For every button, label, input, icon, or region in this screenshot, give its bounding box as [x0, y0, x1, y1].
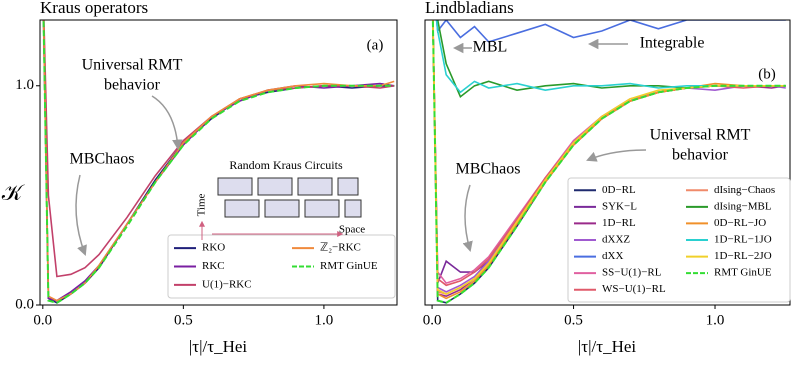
- x-tick-label: 0.0: [33, 312, 52, 328]
- panel-label: (b): [758, 66, 776, 82]
- legend-label: 0D−RL: [602, 184, 636, 196]
- annotation: MBChaos: [70, 151, 135, 168]
- inset-axis: Space: [339, 224, 365, 236]
- legend-label: dIsing−MBL: [714, 200, 772, 212]
- arrow: [75, 174, 87, 256]
- legend-label: ℤ₂−RKC: [320, 242, 361, 254]
- legend-label: SS−U(1)−RL: [602, 267, 662, 279]
- panel-title: Kraus operators: [40, 0, 148, 17]
- legend-label: WS−U(1)−RL: [602, 283, 666, 295]
- y-tick-label: 1.0: [15, 77, 34, 93]
- legend-label: RMT GinUE: [714, 267, 772, 279]
- arrow: [462, 184, 473, 253]
- inset: Random Kraus Circuits Time Space: [196, 158, 365, 240]
- panel-label: (a): [367, 37, 384, 53]
- legend-box: [567, 177, 791, 303]
- annotation: MBChaos: [456, 161, 521, 178]
- plot-area: [431, 20, 786, 304]
- inset-title: Random Kraus Circuits: [229, 158, 343, 172]
- legend-label: 1D−RL−1JO: [714, 234, 772, 246]
- x-tick-label: 1.0: [315, 312, 334, 328]
- legend-label: 1D−RL: [602, 217, 636, 229]
- series-line: [42, 20, 395, 302]
- axes-frame: [39, 19, 398, 306]
- legend-box: [167, 234, 396, 299]
- legend-label: dXXZ: [602, 234, 630, 246]
- legend-label: RKC: [202, 260, 225, 272]
- y-tick-label: 0.0: [15, 296, 34, 312]
- annotation: Integrable: [640, 35, 705, 52]
- annotation: behavior: [104, 77, 161, 94]
- annotation: behavior: [672, 147, 729, 164]
- annotations: Universal RMT behavior MBChaos Random Kr…: [70, 35, 751, 256]
- legend-label: dXX: [602, 250, 623, 262]
- arrow: [586, 149, 647, 162]
- legend-label: SYK−L: [602, 200, 637, 212]
- series-line: [432, 20, 786, 300]
- series-line: [435, 20, 786, 43]
- legend-label: U(1)−RKC: [202, 278, 252, 290]
- inset-axis: Time: [196, 193, 208, 216]
- series-line: [42, 20, 395, 304]
- x-tick-label: 0.5: [174, 312, 193, 328]
- annotation: Universal RMT: [650, 127, 751, 144]
- annotation: Universal RMT: [82, 57, 183, 74]
- series-line: [431, 20, 786, 304]
- legend-label: 1D−RL−2JO: [714, 250, 772, 262]
- x-tick-label: 1.0: [706, 312, 725, 328]
- legend-label: RMT GinUE: [320, 260, 378, 272]
- panel-title: Lindbladians: [425, 0, 514, 17]
- x-axis-label: |τ|/τ_Hei: [578, 337, 637, 356]
- x-tick-label: 0.5: [564, 312, 583, 328]
- plot-area: [42, 20, 395, 304]
- y-axis-label: 𝒦: [2, 180, 25, 205]
- legend-label: 0D−RL−JO: [714, 217, 766, 229]
- axes-frame: [424, 19, 791, 306]
- legend-label: dIsing−Chaos: [714, 184, 775, 196]
- x-axis-label: |τ|/τ_Hei: [189, 337, 248, 356]
- x-tick-label: 0.0: [423, 312, 442, 328]
- annotation: MBL: [473, 39, 508, 56]
- arrow: [151, 95, 183, 151]
- legend-label: RKO: [202, 242, 225, 254]
